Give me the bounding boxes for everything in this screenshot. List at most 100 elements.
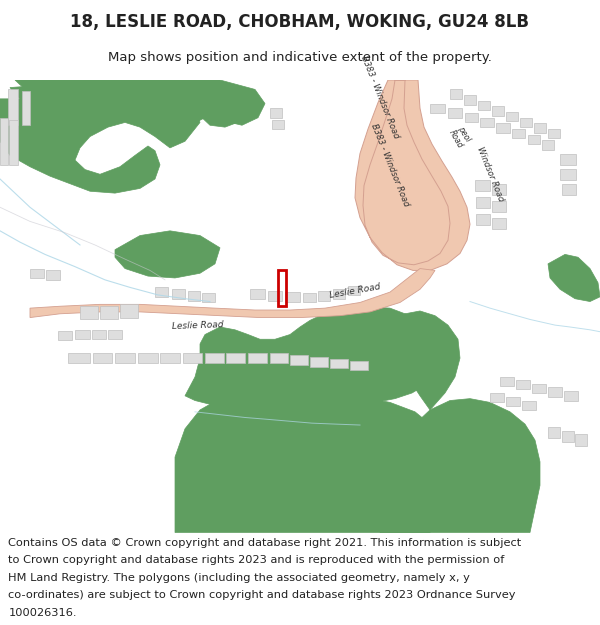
Polygon shape — [542, 141, 554, 150]
Polygon shape — [548, 129, 560, 139]
Polygon shape — [310, 357, 328, 367]
Polygon shape — [303, 293, 316, 302]
Polygon shape — [490, 393, 504, 402]
Polygon shape — [100, 306, 118, 319]
Polygon shape — [75, 330, 90, 339]
Polygon shape — [0, 85, 200, 193]
Polygon shape — [522, 401, 536, 410]
Polygon shape — [30, 269, 44, 278]
Polygon shape — [575, 434, 587, 446]
Polygon shape — [532, 384, 546, 393]
Text: Windsor Road: Windsor Road — [475, 146, 505, 203]
Polygon shape — [492, 217, 506, 229]
Polygon shape — [350, 361, 368, 371]
Polygon shape — [478, 101, 490, 110]
Polygon shape — [22, 91, 30, 125]
Polygon shape — [476, 197, 490, 208]
Polygon shape — [516, 380, 530, 389]
Polygon shape — [333, 289, 345, 299]
Polygon shape — [9, 119, 18, 165]
Polygon shape — [183, 353, 202, 362]
Polygon shape — [548, 427, 560, 438]
Polygon shape — [58, 331, 72, 340]
Polygon shape — [226, 353, 245, 362]
Polygon shape — [0, 118, 8, 165]
Text: peol
Road: peol Road — [447, 123, 473, 150]
Polygon shape — [560, 169, 576, 180]
Polygon shape — [68, 353, 90, 362]
Polygon shape — [290, 355, 308, 365]
Polygon shape — [93, 353, 112, 362]
Polygon shape — [492, 201, 506, 212]
Polygon shape — [548, 388, 562, 397]
Polygon shape — [475, 180, 490, 191]
Polygon shape — [528, 134, 540, 144]
Polygon shape — [172, 289, 185, 299]
Polygon shape — [496, 123, 510, 132]
Text: 18, LESLIE ROAD, CHOBHAM, WOKING, GU24 8LB: 18, LESLIE ROAD, CHOBHAM, WOKING, GU24 8… — [71, 13, 530, 31]
Polygon shape — [120, 304, 138, 318]
Polygon shape — [355, 80, 470, 271]
Polygon shape — [548, 254, 600, 301]
Polygon shape — [250, 289, 265, 299]
Polygon shape — [506, 397, 520, 406]
Polygon shape — [392, 311, 460, 410]
Text: Map shows position and indicative extent of the property.: Map shows position and indicative extent… — [108, 51, 492, 64]
Polygon shape — [270, 108, 282, 118]
Polygon shape — [520, 118, 532, 127]
Polygon shape — [115, 231, 220, 278]
Polygon shape — [160, 353, 180, 362]
Text: B383 - Windsor Road: B383 - Windsor Road — [359, 54, 401, 139]
Polygon shape — [380, 399, 540, 532]
Text: 100026316.: 100026316. — [8, 608, 77, 618]
Polygon shape — [155, 288, 168, 297]
Polygon shape — [248, 353, 267, 362]
Text: to Crown copyright and database rights 2023 and is reproduced with the permissio: to Crown copyright and database rights 2… — [8, 556, 505, 566]
Polygon shape — [165, 80, 265, 125]
Polygon shape — [430, 104, 445, 113]
Polygon shape — [450, 89, 462, 99]
Polygon shape — [10, 80, 200, 132]
Polygon shape — [185, 306, 440, 410]
Polygon shape — [318, 291, 330, 301]
Polygon shape — [202, 293, 215, 302]
Polygon shape — [506, 112, 518, 121]
Text: Contains OS data © Crown copyright and database right 2021. This information is : Contains OS data © Crown copyright and d… — [8, 538, 521, 548]
Polygon shape — [108, 330, 122, 339]
Polygon shape — [188, 291, 200, 301]
Polygon shape — [8, 89, 18, 125]
Polygon shape — [205, 353, 224, 362]
Polygon shape — [448, 108, 462, 118]
Polygon shape — [564, 391, 578, 401]
Polygon shape — [285, 292, 300, 302]
Text: HM Land Registry. The polygons (including the associated geometry, namely x, y: HM Land Registry. The polygons (includin… — [8, 573, 470, 583]
Polygon shape — [270, 353, 288, 362]
Text: Leslie Road: Leslie Road — [172, 320, 224, 331]
Polygon shape — [512, 129, 525, 139]
Polygon shape — [30, 269, 435, 318]
Polygon shape — [272, 119, 284, 129]
Polygon shape — [476, 214, 490, 225]
Polygon shape — [492, 106, 504, 116]
Polygon shape — [330, 359, 348, 369]
Polygon shape — [500, 377, 514, 386]
Polygon shape — [560, 154, 576, 165]
Polygon shape — [465, 113, 478, 123]
Polygon shape — [534, 123, 546, 132]
Text: co-ordinates) are subject to Crown copyright and database rights 2023 Ordnance S: co-ordinates) are subject to Crown copyr… — [8, 590, 516, 600]
Polygon shape — [562, 431, 574, 442]
Polygon shape — [348, 286, 360, 295]
Polygon shape — [15, 80, 215, 129]
Polygon shape — [480, 118, 494, 127]
Polygon shape — [46, 271, 60, 280]
Polygon shape — [92, 330, 106, 339]
Text: B383 - Windsor Road: B383 - Windsor Road — [369, 122, 411, 208]
Polygon shape — [138, 353, 158, 362]
Polygon shape — [80, 306, 98, 319]
Text: Leslie Road: Leslie Road — [329, 282, 381, 300]
Polygon shape — [268, 291, 282, 301]
Polygon shape — [115, 353, 135, 362]
Polygon shape — [464, 95, 476, 104]
Polygon shape — [492, 184, 506, 195]
Polygon shape — [130, 80, 255, 127]
